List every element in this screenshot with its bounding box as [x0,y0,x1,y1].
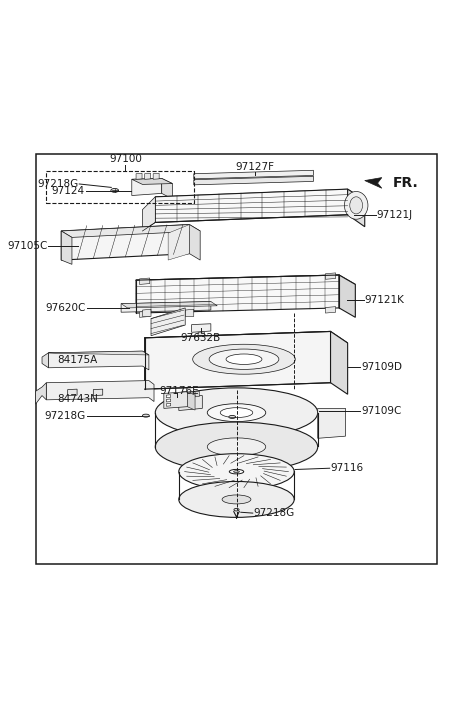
Text: 97176E: 97176E [159,385,199,395]
Ellipse shape [234,471,239,473]
Polygon shape [166,395,171,398]
Polygon shape [61,225,189,260]
Text: 84175A: 84175A [57,355,97,365]
Text: 97218G: 97218G [37,179,78,189]
Text: 97127F: 97127F [236,161,275,172]
Polygon shape [153,173,159,180]
Polygon shape [192,324,211,332]
Polygon shape [195,391,199,397]
Polygon shape [188,392,195,410]
Text: 97121J: 97121J [377,210,413,220]
Ellipse shape [193,345,295,374]
Polygon shape [61,225,200,238]
Ellipse shape [179,481,294,518]
Text: 97218G: 97218G [254,508,295,518]
Ellipse shape [344,191,368,220]
Polygon shape [151,308,185,336]
Ellipse shape [222,495,251,504]
Polygon shape [48,351,149,370]
Ellipse shape [229,415,236,419]
Ellipse shape [209,349,279,369]
Polygon shape [198,332,204,337]
Text: 97105C: 97105C [7,241,48,251]
Polygon shape [140,278,150,284]
Polygon shape [136,275,355,289]
Text: 97109D: 97109D [361,362,402,372]
Polygon shape [318,409,346,438]
Ellipse shape [207,438,266,456]
Text: 84743N: 84743N [57,393,98,403]
Polygon shape [168,225,189,260]
Ellipse shape [220,408,253,417]
Polygon shape [145,332,331,389]
Polygon shape [93,389,103,395]
Ellipse shape [350,197,362,214]
Polygon shape [61,231,72,265]
Polygon shape [331,332,347,394]
Polygon shape [67,389,77,395]
Polygon shape [325,307,336,313]
Polygon shape [166,403,171,406]
Text: 97632B: 97632B [180,333,221,342]
Polygon shape [140,311,150,318]
Polygon shape [145,332,347,350]
Text: 97121K: 97121K [365,295,405,305]
Polygon shape [162,178,173,199]
Polygon shape [182,391,187,397]
Text: 97116: 97116 [331,463,364,473]
Polygon shape [365,177,382,188]
Polygon shape [132,178,173,185]
Bar [46,171,194,204]
Ellipse shape [234,508,239,511]
Polygon shape [155,189,365,208]
Text: 97124: 97124 [52,186,85,196]
Polygon shape [155,189,347,222]
Text: 97109C: 97109C [361,406,402,417]
Ellipse shape [207,403,266,422]
Polygon shape [136,275,339,313]
Polygon shape [179,395,202,411]
Polygon shape [136,173,142,180]
Polygon shape [143,197,155,231]
Polygon shape [48,351,149,355]
Polygon shape [145,173,150,180]
Ellipse shape [155,388,318,438]
Polygon shape [194,170,313,179]
Polygon shape [143,309,151,316]
Polygon shape [194,176,313,185]
Text: 97218G: 97218G [45,411,86,421]
Polygon shape [42,353,48,368]
Polygon shape [325,273,336,279]
Polygon shape [185,309,194,316]
Polygon shape [166,399,171,402]
Polygon shape [164,392,188,409]
Polygon shape [132,178,162,196]
Polygon shape [339,275,355,318]
Text: 97100: 97100 [109,154,142,164]
Polygon shape [121,302,211,312]
Ellipse shape [229,470,244,474]
Polygon shape [189,225,200,260]
Polygon shape [347,189,365,227]
Ellipse shape [226,354,262,364]
Ellipse shape [155,422,318,472]
Ellipse shape [179,454,294,489]
Polygon shape [46,381,154,401]
Polygon shape [36,382,46,404]
Text: FR.: FR. [392,176,418,190]
Ellipse shape [143,414,149,417]
Text: 97620C: 97620C [46,303,86,313]
Ellipse shape [111,188,119,193]
Polygon shape [188,391,193,397]
Polygon shape [121,302,217,308]
